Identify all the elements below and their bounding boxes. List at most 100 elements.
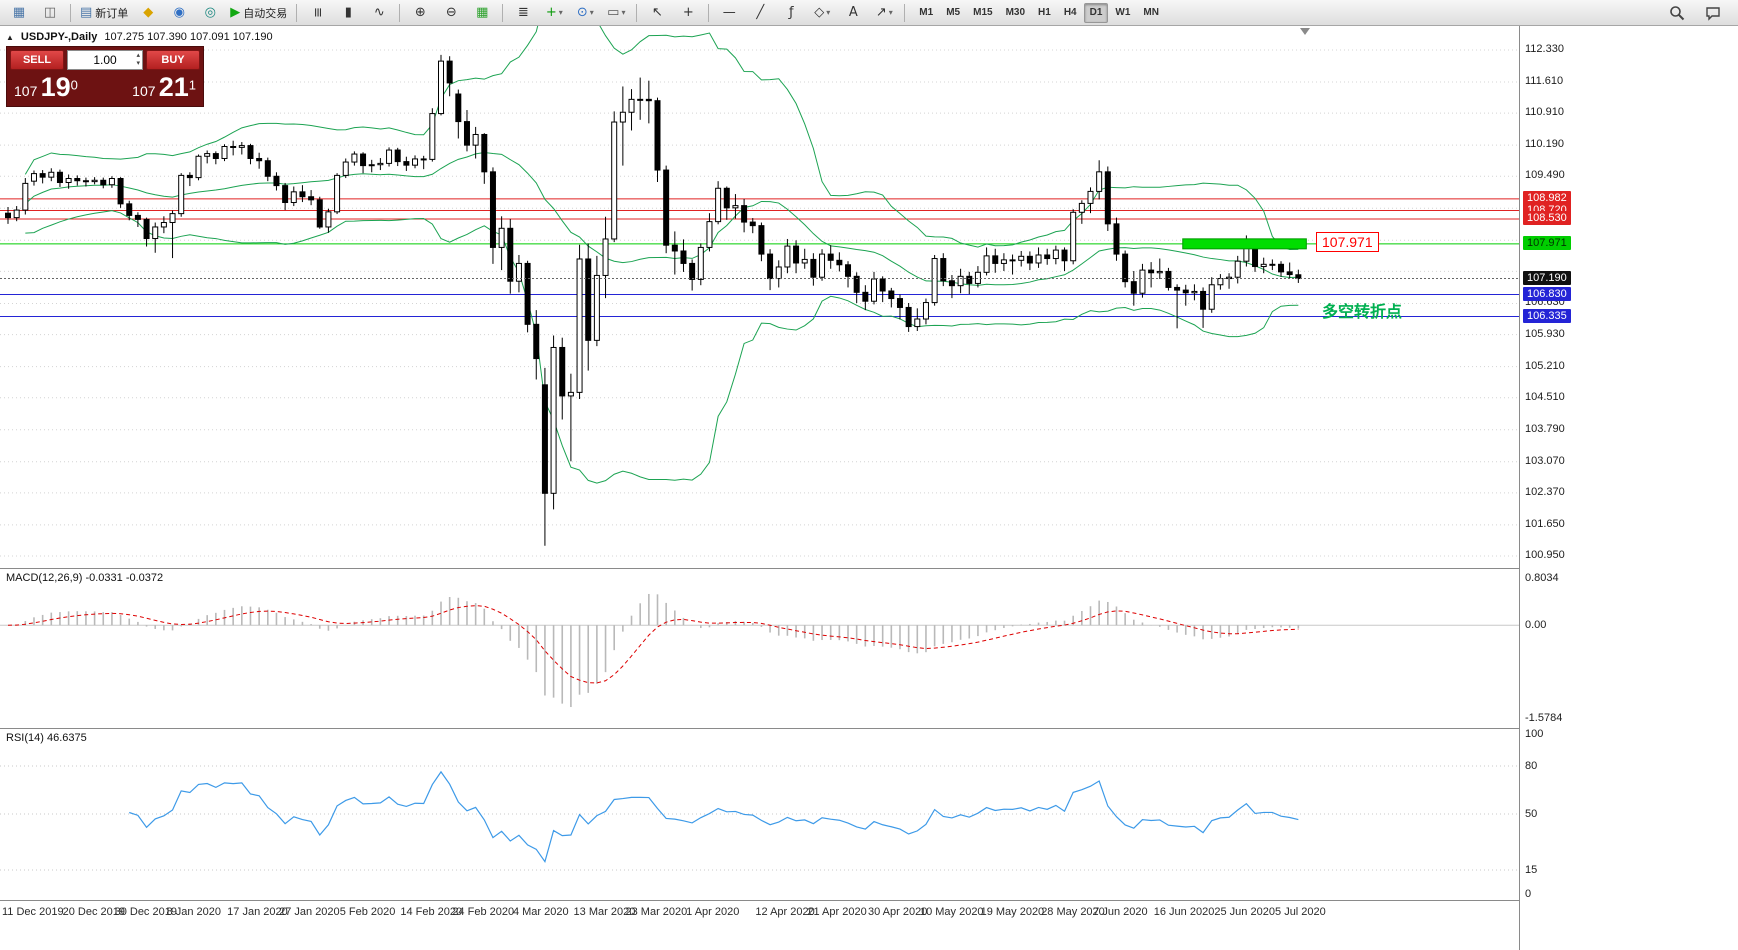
timeframe-h4[interactable]: H4 <box>1063 7 1077 18</box>
history-center-button[interactable]: ◆ <box>133 2 163 24</box>
new-order-button-label: 新订单 <box>95 7 129 20</box>
periods-button[interactable]: ⊙ ▾ <box>570 2 600 24</box>
bar-chart-button[interactable]: ≡ <box>302 2 332 24</box>
timeframe-m30[interactable]: M30 <box>1005 7 1026 18</box>
dropdown-arrow-icon: ▾ <box>826 8 831 17</box>
pane-separator[interactable] <box>0 568 1738 569</box>
toolbar-buttons: ▦ ◫ ▤ 新订单 ◆ ◉ ◎ ▶ 自动交易 ≡ ▮ ∿ ⊕ ⊖ ▦ ≣ + ▾ ⊙ ▾ ▭ ▾ ↖ + — ╱ ƒ ◇ ▾ A ↗ ▾ <box>4 2 909 24</box>
shapes-button[interactable]: ◇ ▾ <box>807 2 837 24</box>
date-label: 4 Mar 2020 <box>512 906 569 918</box>
new-chart-button[interactable]: ▦ <box>4 2 34 24</box>
add-indicator-button[interactable]: + ▾ <box>539 2 569 24</box>
horizontal-line-button[interactable]: — <box>714 2 744 24</box>
price-tick-label: 103.070 <box>1525 454 1565 467</box>
one-click-trading-panel: SELL 1.00 ▴ ▾ BUY 107 190 107 211 <box>6 46 204 107</box>
spin-down-icon[interactable]: ▾ <box>136 60 140 67</box>
sell-price[interactable]: 107 190 <box>14 72 78 103</box>
search-button[interactable] <box>1662 2 1692 24</box>
auto-trading-button[interactable]: ▶ 自动交易 <box>226 2 291 24</box>
line-chart-button[interactable]: ∿ <box>364 2 394 24</box>
macd-pane[interactable] <box>0 568 1519 728</box>
price-badge: 108.530 <box>1523 210 1571 225</box>
price-badge: 107.971 <box>1523 235 1571 250</box>
rsi-scale-label: 80 <box>1525 760 1538 772</box>
rsi-pane[interactable] <box>0 728 1519 900</box>
date-label: 1 Apr 2020 <box>686 906 740 918</box>
buy-button[interactable]: BUY <box>146 50 200 70</box>
timeframe-mn[interactable]: MN <box>1143 7 1159 18</box>
templates-button[interactable]: ▭ ▾ <box>601 2 631 24</box>
crosshair-icon: + <box>682 5 694 20</box>
date-label: 10 May 2020 <box>919 906 984 918</box>
chat-button[interactable] <box>1698 2 1728 24</box>
price-tick-label: 111.610 <box>1525 75 1564 87</box>
sell-button[interactable]: SELL <box>10 50 64 70</box>
candlestick-chart-button[interactable]: ▮ <box>333 2 363 24</box>
timeframe-m5[interactable]: M5 <box>946 7 961 18</box>
volume-spin-buttons[interactable]: ▴ ▾ <box>136 52 140 68</box>
collapse-trade-panel-icon[interactable]: ▲ <box>6 32 14 42</box>
toolbar-right <box>1662 2 1734 24</box>
timeframe-d1[interactable]: D1 <box>1083 2 1109 23</box>
time-scale[interactable]: 11 Dec 2019 20 Dec 2019 30 Dec 2019 8 Jan 2… <box>0 900 1519 950</box>
indicators-list-button[interactable]: ≣ <box>508 2 538 24</box>
price-badge: 106.830 <box>1523 286 1571 301</box>
zoom-in-button[interactable]: ⊕ <box>405 2 435 24</box>
rectangle-annotation[interactable] <box>1182 238 1307 250</box>
timeframe-w1[interactable]: W1 <box>1115 7 1131 18</box>
timeframe-h1[interactable]: H1 <box>1038 7 1051 18</box>
crosshair-button[interactable]: + <box>673 2 703 24</box>
macd-indicator-label: MACD(12,26,9) -0.0331 -0.0372 <box>6 572 164 584</box>
bollinger-bands[interactable] <box>24 26 1299 484</box>
date-label: 28 May 2020 <box>1041 906 1105 918</box>
auto-trading-button-label: 自动交易 <box>243 7 288 20</box>
price-annotation-label[interactable]: 107.971 <box>1316 232 1379 252</box>
arrows-button[interactable]: ↗ ▾ <box>869 2 899 24</box>
text-button[interactable]: A <box>838 2 868 24</box>
date-label: 19 May 2020 <box>980 906 1045 918</box>
date-label: 11 Dec 2019 <box>2 906 64 918</box>
toolbar-separator <box>708 3 710 22</box>
horizontal-line-objects[interactable] <box>0 198 1519 318</box>
rsi-scale-label: 15 <box>1525 864 1538 876</box>
toolbar-separator <box>904 3 906 22</box>
toolbar-separator <box>636 3 638 22</box>
zoom-out-button[interactable]: ⊖ <box>436 2 466 24</box>
pane-separator[interactable] <box>0 900 1738 901</box>
fibonacci-button[interactable]: ƒ <box>776 2 806 24</box>
spin-up-icon[interactable]: ▴ <box>136 52 140 59</box>
timeframe-m15[interactable]: M15 <box>973 7 993 18</box>
date-label: 14 Feb 2020 <box>400 906 463 918</box>
template-icon: ▭ <box>607 5 620 20</box>
price-tick-label: 102.370 <box>1525 485 1565 498</box>
market-watch-button[interactable]: ◉ <box>164 2 194 24</box>
price-gridlines <box>0 49 1519 557</box>
profiles-button[interactable]: ◫ <box>35 2 65 24</box>
price-chart-pane[interactable] <box>0 26 1519 568</box>
price-scale[interactable]: 112.330 111.610 110.910 110.190 109.490 106.6… <box>1519 26 1738 950</box>
timeframe-m1[interactable]: M1 <box>919 7 934 18</box>
price-badge: 108.982 <box>1523 190 1571 205</box>
chart-shift-marker[interactable] <box>1300 28 1310 35</box>
chart-window: 112.330 111.610 110.910 110.190 109.490 106.6… <box>0 26 1738 950</box>
market-watch-icon: ◉ <box>173 5 185 20</box>
trendline-button[interactable]: ╱ <box>745 2 775 24</box>
pane-separator[interactable] <box>0 728 1738 729</box>
dropdown-arrow-icon: ▾ <box>888 8 893 17</box>
zoom-in-icon: ⊕ <box>414 5 426 20</box>
turning-point-annotation[interactable]: 多空转折点 <box>1322 304 1403 321</box>
navigator-button[interactable]: ◎ <box>195 2 225 24</box>
macd-signal-line <box>7 605 1299 684</box>
price-tick-label: 105.930 <box>1525 327 1565 340</box>
tile-windows-button[interactable]: ▦ <box>467 2 497 24</box>
macd-histogram <box>15 593 1300 708</box>
buy-price[interactable]: 107 211 <box>132 72 196 103</box>
date-label: 20 Dec 2019 <box>62 906 125 918</box>
timeframe-toolbar: M1 M5 M15 M30 H1 H4 D1 W1 MN <box>913 2 1165 23</box>
new-order-button[interactable]: ▤ 新订单 <box>76 2 132 24</box>
date-label: 8 Jan 2020 <box>166 906 221 918</box>
rsi-scale-label: 50 <box>1525 808 1538 820</box>
zoom-out-icon: ⊖ <box>445 5 457 20</box>
volume-stepper[interactable]: 1.00 ▴ ▾ <box>67 50 143 70</box>
cursor-button[interactable]: ↖ <box>642 2 672 24</box>
